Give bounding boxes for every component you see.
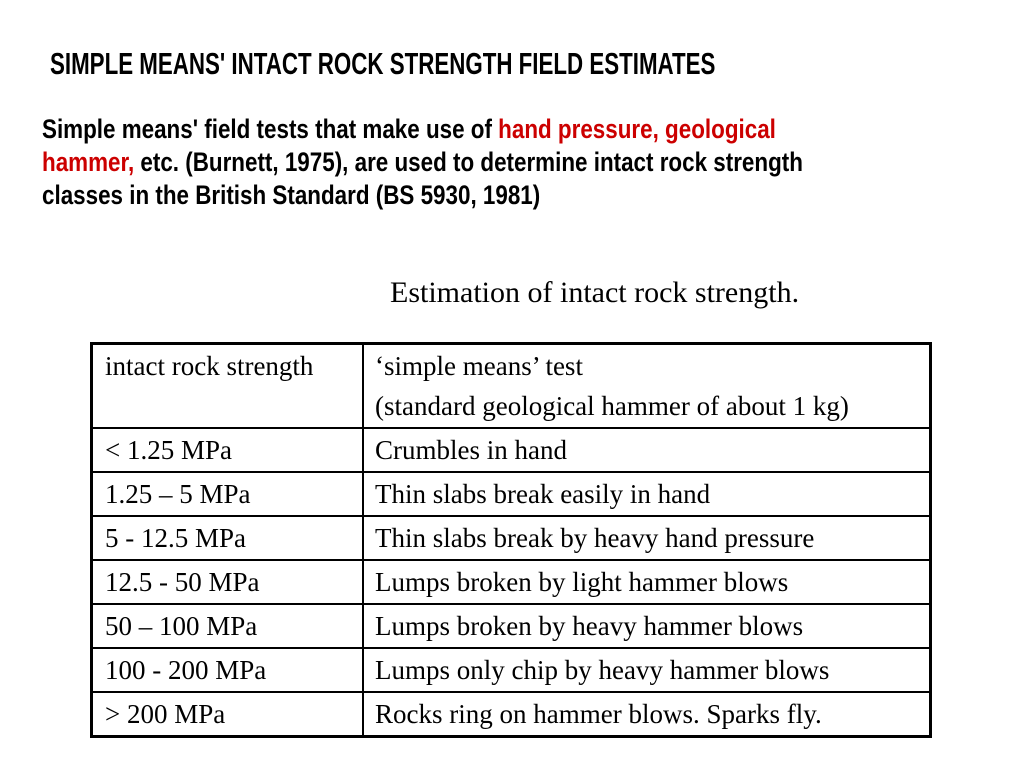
paragraph-line: classes in the British Standard (BS 5930…	[42, 179, 803, 212]
paragraph-segment: hammer,	[42, 147, 135, 177]
header-line-2: (standard geological hammer of about 1 k…	[375, 391, 849, 421]
cell-intact-rock-strength: > 200 MPa	[90, 691, 364, 738]
cell-simple-means-test: Thin slabs break easily in hand	[362, 471, 932, 517]
cell-simple-means-test: Lumps only chip by heavy hammer blows	[362, 647, 932, 693]
paragraph-line: hammer, etc. (Burnett, 1975), are used t…	[42, 146, 803, 179]
table-header-row: intact rock strength ‘simple means’ test…	[90, 342, 932, 429]
cell-intact-rock-strength: 100 - 200 MPa	[90, 647, 364, 693]
slide-title: SIMPLE MEANS' INTACT ROCK STRENGTH FIELD…	[50, 46, 716, 81]
cell-simple-means-test: Thin slabs break by heavy hand pressure	[362, 515, 932, 561]
table-row: < 1.25 MPa Crumbles in hand	[90, 427, 932, 473]
paragraph-segment: classes in the British Standard (BS 5930…	[42, 180, 541, 210]
table-row: 50 – 100 MPa Lumps broken by heavy hammer…	[90, 603, 932, 649]
table-row: 100 - 200 MPa Lumps only chip by heavy ha…	[90, 647, 932, 693]
cell-simple-means-test: Lumps broken by light hammer blows	[362, 559, 932, 605]
intro-paragraph: Simple means' field tests that make use …	[42, 113, 803, 212]
paragraph-line: Simple means' field tests that make use …	[42, 113, 803, 146]
table-row: 12.5 - 50 MPa Lumps broken by light hamme…	[90, 559, 932, 605]
cell-intact-rock-strength: 5 - 12.5 MPa	[90, 515, 364, 561]
table-row: 5 - 12.5 MPa Thin slabs break by heavy ha…	[90, 515, 932, 561]
cell-simple-means-test: Rocks ring on hammer blows. Sparks fly.	[362, 691, 932, 738]
table-caption: Estimation of intact rock strength.	[390, 276, 800, 309]
cell-simple-means-test: Lumps broken by heavy hammer blows	[362, 603, 932, 649]
cell-intact-rock-strength: 50 – 100 MPa	[90, 603, 364, 649]
paragraph-segment: hand pressure, geological	[498, 114, 776, 144]
cell-intact-rock-strength: < 1.25 MPa	[90, 427, 364, 473]
paragraph-segment: etc. (Burnett, 1975), are used to determ…	[134, 147, 803, 177]
rock-strength-table: intact rock strength ‘simple means’ test…	[90, 342, 932, 738]
table-row: 1.25 – 5 MPa Thin slabs break easily in h…	[90, 471, 932, 517]
header-cell-simple-means-test: ‘simple means’ test (standard geological…	[362, 342, 932, 429]
header-cell-intact-rock-strength: intact rock strength	[90, 342, 364, 429]
paragraph-segment: Simple means' field tests that make use …	[42, 114, 499, 144]
cell-simple-means-test: Crumbles in hand	[362, 427, 932, 473]
header-line-1: ‘simple means’ test	[375, 351, 583, 381]
cell-intact-rock-strength: 12.5 - 50 MPa	[90, 559, 364, 605]
cell-intact-rock-strength: 1.25 – 5 MPa	[90, 471, 364, 517]
table-row: > 200 MPa Rocks ring on hammer blows. Spa…	[90, 691, 932, 738]
